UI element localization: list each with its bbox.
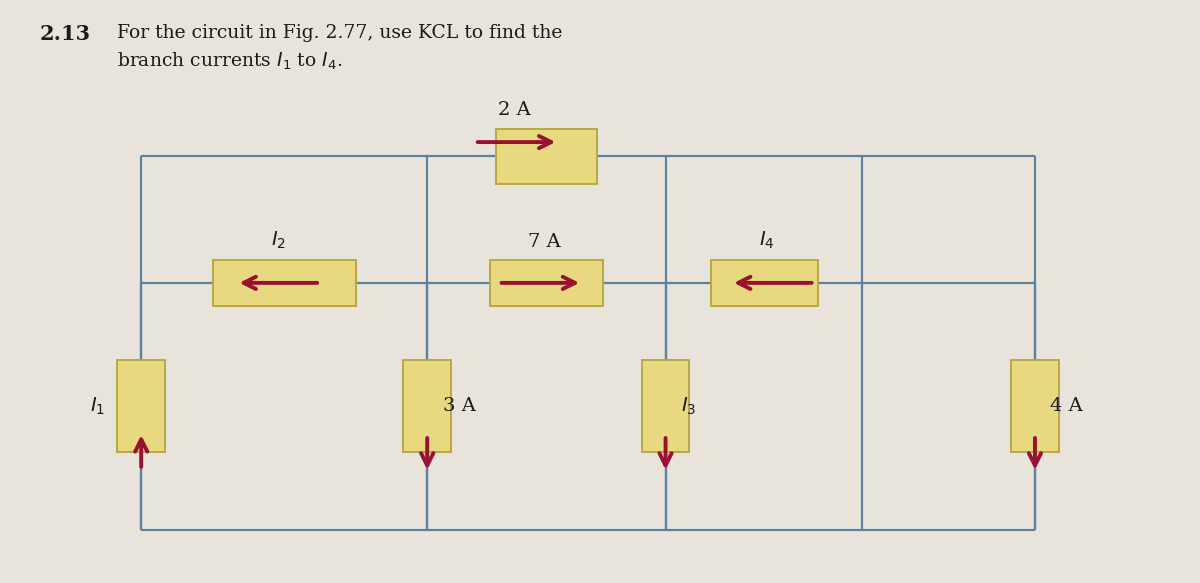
Bar — [1012, 360, 1058, 452]
Bar — [212, 260, 355, 306]
Text: $I_2$: $I_2$ — [271, 230, 286, 251]
Bar — [490, 260, 602, 306]
Bar — [642, 360, 689, 452]
Text: $I_1$: $I_1$ — [90, 396, 106, 417]
Text: 7 A: 7 A — [528, 233, 560, 251]
Text: 2 A: 2 A — [498, 101, 530, 119]
Text: $I_4$: $I_4$ — [760, 230, 775, 251]
Bar — [118, 360, 166, 452]
Bar — [496, 129, 598, 184]
Text: $I_3$: $I_3$ — [682, 396, 696, 417]
Bar — [710, 260, 818, 306]
Bar — [403, 360, 451, 452]
Text: 2.13: 2.13 — [40, 24, 91, 44]
Text: 3 A: 3 A — [443, 398, 475, 416]
Text: 4 A: 4 A — [1050, 398, 1084, 416]
Text: For the circuit in Fig. 2.77, use KCL to find the
branch currents $I_1$ to $I_4$: For the circuit in Fig. 2.77, use KCL to… — [118, 24, 563, 72]
